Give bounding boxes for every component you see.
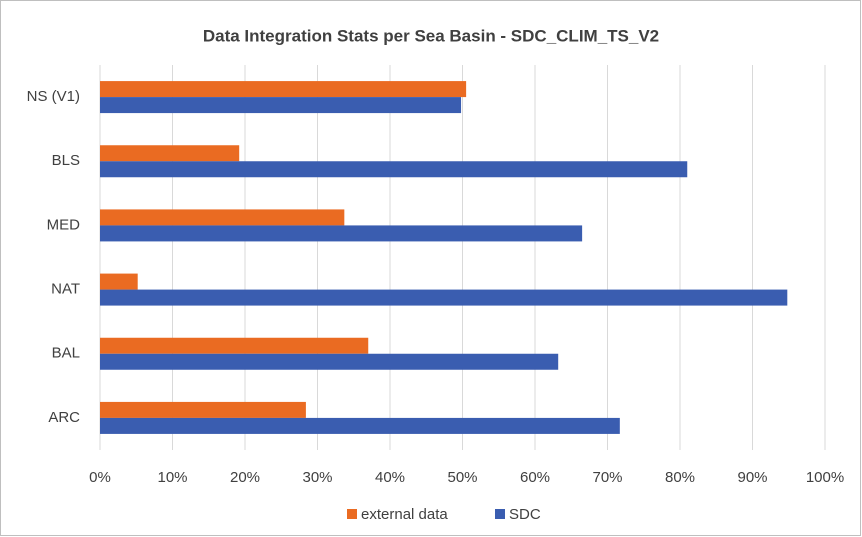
legend-swatch (347, 509, 357, 519)
bar (100, 97, 462, 114)
legend-label: external data (361, 506, 448, 523)
bar (100, 289, 788, 306)
bar (100, 401, 306, 418)
legend-swatch (495, 509, 505, 519)
bar (100, 145, 240, 162)
x-tick-label: 0% (89, 469, 111, 486)
bar (100, 225, 583, 242)
y-tick-label: MED (47, 216, 81, 233)
bar (100, 353, 559, 370)
x-tick-label: 100% (806, 469, 844, 486)
bar (100, 417, 620, 434)
x-tick-label: 40% (375, 469, 405, 486)
x-tick-label: 30% (302, 469, 332, 486)
x-tick-label: 20% (230, 469, 260, 486)
legend-label: SDC (509, 506, 541, 523)
bar (100, 161, 688, 178)
bar (100, 337, 369, 354)
chart-title: Data Integration Stats per Sea Basin - S… (203, 26, 659, 45)
x-tick-label: 70% (592, 469, 622, 486)
y-tick-label: NS (V1) (27, 88, 80, 105)
y-tick-label: NAT (51, 281, 80, 298)
y-tick-label: BLS (52, 152, 80, 169)
bar (100, 81, 467, 98)
y-tick-label: BAL (52, 345, 80, 362)
x-tick-label: 90% (737, 469, 767, 486)
x-tick-label: 80% (665, 469, 695, 486)
y-tick-label: ARC (48, 409, 80, 426)
x-tick-label: 60% (520, 469, 550, 486)
bar (100, 209, 345, 226)
bar (100, 273, 138, 290)
x-tick-label: 50% (447, 469, 477, 486)
x-tick-label: 10% (157, 469, 187, 486)
